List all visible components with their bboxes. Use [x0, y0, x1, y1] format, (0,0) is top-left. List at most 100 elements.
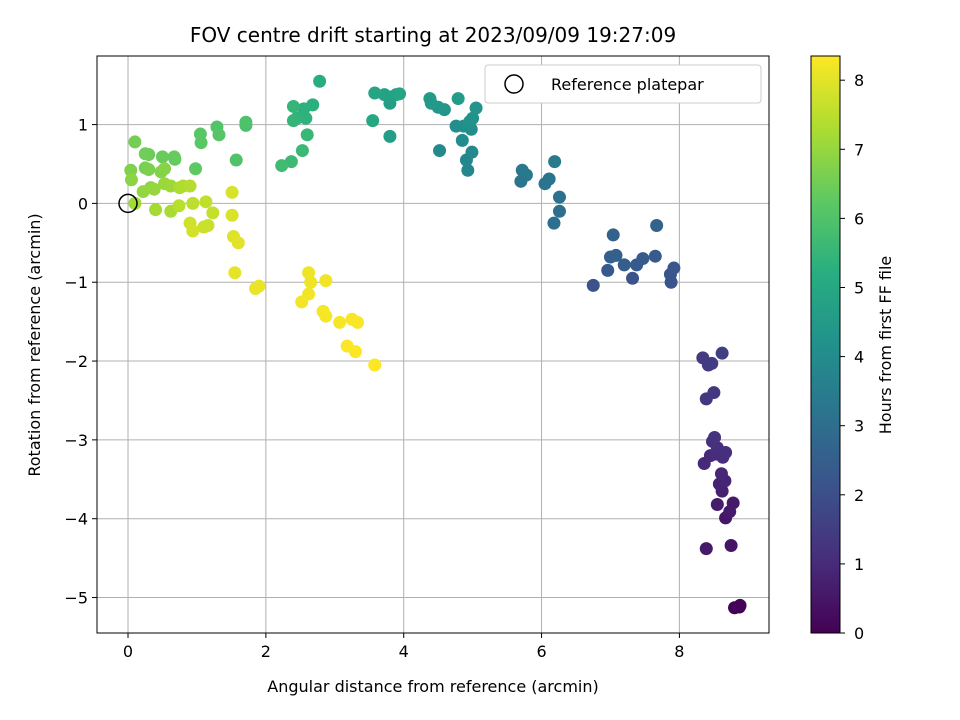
data-point [609, 248, 623, 262]
data-point [699, 542, 713, 556]
data-point [295, 144, 309, 158]
colorbar-tick-label: 6 [854, 209, 864, 228]
data-point [128, 196, 142, 210]
data-point [199, 195, 213, 209]
data-point [705, 356, 719, 370]
colorbar-tick-label: 4 [854, 348, 864, 367]
data-point [186, 196, 200, 210]
chart-title: FOV centre drift starting at 2023/09/09 … [190, 23, 676, 47]
legend: Reference platepar [484, 64, 762, 104]
data-point [726, 496, 740, 510]
data-point [206, 206, 220, 220]
data-point [617, 258, 631, 272]
data-point [423, 92, 437, 106]
y-tick-label: −2 [64, 352, 88, 371]
data-point [636, 252, 650, 266]
data-point [351, 315, 365, 329]
data-point [648, 249, 662, 263]
data-point [147, 182, 161, 196]
data-point [368, 358, 382, 372]
data-points [124, 74, 747, 615]
plot-frame [96, 55, 770, 634]
x-tick-label: 0 [123, 642, 133, 661]
colorbar-tick-label: 2 [854, 486, 864, 505]
data-point [319, 274, 333, 288]
legend-label: Reference platepar [551, 75, 704, 94]
data-point [461, 163, 475, 177]
data-point [393, 87, 407, 101]
data-point [313, 74, 327, 88]
colorbar-tick-label: 1 [854, 555, 864, 574]
data-point [300, 128, 314, 142]
y-axis-label: Rotation from reference (arcmin) [25, 213, 44, 476]
data-point [167, 150, 181, 164]
data-point [186, 224, 200, 238]
y-tick-label: 1 [78, 116, 88, 135]
data-point [138, 147, 152, 161]
data-point [183, 179, 197, 193]
data-point [295, 295, 309, 309]
data-point [136, 185, 150, 199]
data-point [348, 345, 362, 359]
y-tick-label: 0 [78, 194, 88, 213]
x-tick-label: 8 [674, 642, 684, 661]
data-point [299, 111, 313, 125]
data-point [229, 153, 243, 167]
data-point [586, 278, 600, 292]
x-axis-label: Angular distance from reference (arcmin) [267, 677, 598, 696]
data-point [124, 163, 138, 177]
reference-marker [118, 193, 138, 214]
y-tick-label: −1 [64, 273, 88, 292]
colorbar-tick-label: 0 [854, 624, 864, 643]
x-tick-label: 2 [261, 642, 271, 661]
data-point [667, 261, 681, 275]
data-point [286, 99, 300, 113]
x-tick-label: 6 [536, 642, 546, 661]
data-point [455, 133, 469, 147]
data-point [225, 208, 239, 222]
data-point [519, 168, 533, 182]
data-point [377, 88, 391, 102]
data-point [239, 115, 253, 129]
data-point [465, 145, 479, 159]
data-point [189, 162, 203, 176]
data-point [155, 150, 169, 164]
data-point [548, 155, 562, 169]
data-point [606, 228, 620, 242]
colorbar-gradient [810, 55, 841, 634]
data-point [552, 204, 566, 218]
y-ticks: −5 −4 −3 −2 −1 0 1 [64, 116, 97, 608]
data-point [626, 271, 640, 285]
data-point [366, 114, 380, 128]
data-point [333, 315, 347, 329]
data-point [158, 162, 172, 176]
colorbar-tick-label: 7 [854, 140, 864, 159]
colorbar-tick-label: 3 [854, 417, 864, 436]
colorbar-label: Hours from first FF file [876, 256, 895, 435]
data-point [469, 101, 483, 115]
data-point [319, 309, 333, 323]
data-point [172, 199, 186, 213]
data-point [128, 135, 142, 149]
legend-box [484, 64, 762, 104]
colorbar: 0 1 2 3 4 5 6 7 8 Hours from first FF file [810, 55, 895, 643]
data-point [466, 111, 480, 125]
x-tick-label: 4 [399, 642, 409, 661]
y-tick-label: −4 [64, 510, 88, 529]
data-point [197, 220, 211, 234]
data-point [228, 266, 242, 280]
data-point [542, 172, 556, 186]
data-point [724, 539, 738, 553]
data-point [149, 203, 163, 217]
data-point [286, 114, 300, 128]
data-point [708, 431, 722, 445]
data-point [383, 129, 397, 143]
data-point [231, 236, 245, 250]
data-point [433, 144, 447, 158]
y-tick-label: −3 [64, 431, 88, 450]
data-point [650, 218, 664, 232]
data-point [194, 136, 208, 150]
data-point [304, 275, 318, 289]
y-tick-label: −5 [64, 589, 88, 608]
